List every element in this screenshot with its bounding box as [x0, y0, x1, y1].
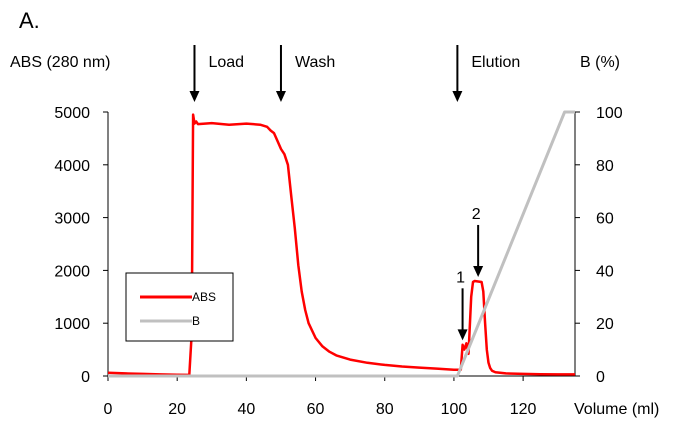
arrow-load-head [189, 91, 199, 102]
x-axis-label: Volume (ml) [574, 401, 659, 418]
legend-label-b: B [192, 314, 200, 328]
x-tick-label: 120 [510, 401, 537, 418]
arrow-wash-head [276, 91, 286, 102]
y-right-tick-label: 100 [596, 105, 623, 122]
y-left-tick-label: 3000 [54, 211, 90, 228]
arrow-elution-head [452, 91, 462, 102]
annotation-peak-2: 2 [472, 206, 481, 223]
y-left-tick-label: 5000 [54, 105, 90, 122]
y-axis-left-label: ABS (280 nm) [10, 54, 110, 71]
y-right-tick-label: 40 [596, 263, 614, 280]
x-tick-label: 80 [376, 401, 394, 418]
plot-area: 0 20 40 60 80 100 120 0 1000 2000 3000 4000 5000 0 20 4… [54, 45, 622, 418]
y-right-tick-label: 20 [596, 316, 614, 333]
y-left-tick-label: 0 [81, 369, 90, 386]
annotation-peak-1: 1 [456, 269, 465, 286]
y-left-tick-label: 4000 [54, 158, 90, 175]
annotation-wash: Wash [295, 54, 335, 71]
y-right-tick-label: 60 [596, 211, 614, 228]
y-axis-right-label: B (%) [580, 54, 620, 71]
x-tick-label: 40 [237, 401, 255, 418]
x-tick-label: 20 [168, 401, 186, 418]
annotation-elution: Elution [471, 54, 520, 71]
y-right-tick-label: 80 [596, 158, 614, 175]
panel-label: A. [19, 8, 40, 33]
x-tick-label: 0 [104, 401, 113, 418]
x-tick-label: 60 [307, 401, 325, 418]
y-right-tick-label: 0 [596, 369, 605, 386]
x-tick-label: 100 [441, 401, 468, 418]
legend-box [126, 273, 233, 341]
annotation-load: Load [208, 54, 244, 71]
arrow-peak-1-head [458, 329, 468, 340]
y-left-tick-label: 1000 [54, 316, 90, 333]
legend-label-abs: ABS [192, 290, 216, 304]
y-left-tick-label: 2000 [54, 263, 90, 280]
arrow-peak-2-head [473, 266, 483, 277]
